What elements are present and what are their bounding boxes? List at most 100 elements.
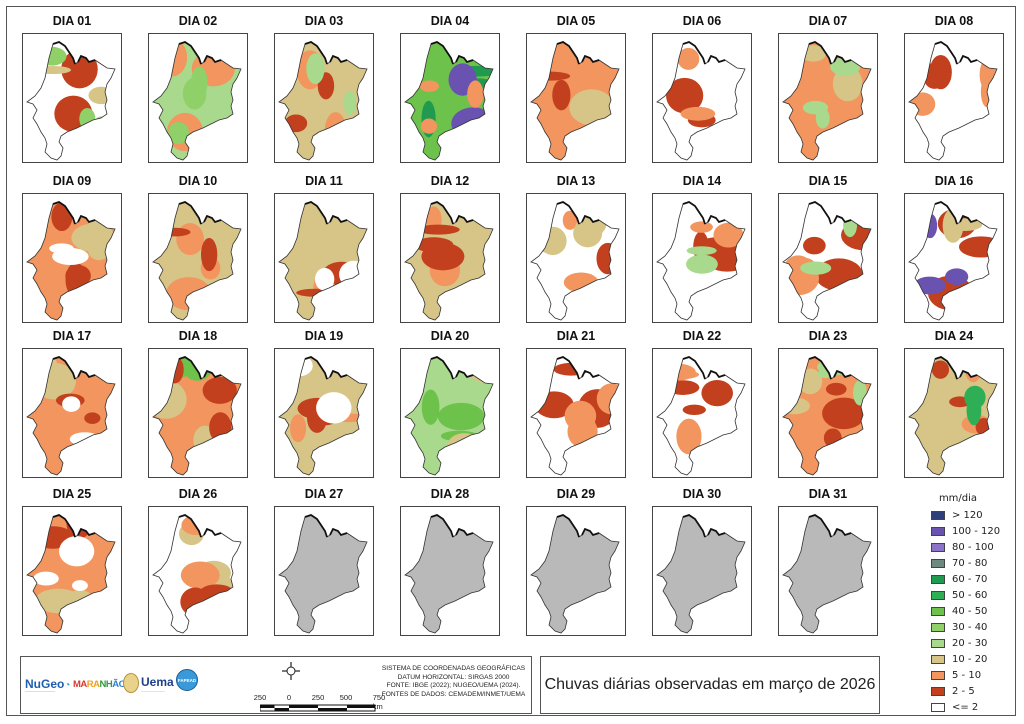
rain-zone bbox=[966, 395, 982, 426]
rain-zone bbox=[405, 42, 493, 160]
scale-bar bbox=[260, 704, 376, 712]
rain-zone bbox=[416, 224, 460, 235]
coastline bbox=[52, 41, 96, 65]
panel-title: DIA 16 bbox=[934, 174, 974, 188]
rain-zone bbox=[27, 515, 115, 633]
state-map bbox=[404, 201, 494, 321]
legend-swatch bbox=[931, 686, 945, 696]
legend-swatch bbox=[931, 526, 945, 536]
legend-label: 30 - 40 bbox=[952, 621, 988, 633]
coastline bbox=[178, 201, 222, 225]
rain-zone bbox=[290, 414, 307, 443]
rain-zone bbox=[159, 227, 191, 237]
panel-title: DIA 08 bbox=[934, 14, 974, 28]
rain-zone bbox=[843, 213, 858, 238]
scale-label: 250 bbox=[311, 693, 325, 702]
legend-item: > 120 bbox=[915, 507, 1015, 523]
state-area bbox=[782, 514, 872, 634]
legend-item: 40 - 50 bbox=[915, 603, 1015, 619]
rain-zone bbox=[314, 267, 335, 291]
legend-swatch bbox=[931, 542, 945, 552]
rain-zone bbox=[923, 213, 938, 239]
map-frame bbox=[904, 33, 1004, 163]
map-frame bbox=[652, 193, 752, 323]
rain-zone bbox=[815, 108, 830, 129]
panel-title: DIA 30 bbox=[682, 487, 722, 501]
coastline bbox=[556, 41, 600, 65]
state-map bbox=[278, 514, 368, 634]
coastline bbox=[682, 201, 726, 225]
rain-zone bbox=[803, 236, 826, 255]
rain-zone bbox=[690, 221, 713, 233]
rain-zone bbox=[316, 392, 352, 424]
rain-zone bbox=[451, 107, 493, 140]
coastline bbox=[808, 41, 852, 65]
rain-zone bbox=[35, 65, 72, 75]
legend-swatch bbox=[931, 702, 945, 712]
legend-swatch bbox=[931, 590, 945, 600]
legend-label: 10 - 20 bbox=[952, 653, 988, 665]
legend-label: 2 - 5 bbox=[952, 685, 975, 697]
coastline bbox=[682, 41, 726, 65]
coastline bbox=[178, 514, 222, 538]
crs-line: FONTE: IBGE (2022); NUGEO/UEMA (2024). bbox=[386, 682, 521, 690]
rain-zone bbox=[958, 236, 997, 258]
figure-title-box: Chuvas diárias observadas em março de 20… bbox=[540, 656, 880, 714]
legend-label: 50 - 60 bbox=[952, 589, 988, 601]
logos: NuGeo◔ —————————— MARANHÃO Uema ————————… bbox=[21, 657, 198, 715]
rain-zone bbox=[573, 219, 603, 248]
rain-zone bbox=[913, 276, 946, 295]
state-map bbox=[782, 41, 872, 161]
rain-zone bbox=[531, 71, 571, 81]
state-map bbox=[26, 514, 116, 634]
coastline bbox=[304, 41, 348, 65]
logo-brasao bbox=[123, 673, 139, 693]
legend-swatch bbox=[931, 574, 945, 584]
rain-zone bbox=[27, 357, 58, 382]
rain-zone bbox=[569, 89, 614, 126]
rain-zone bbox=[91, 116, 112, 145]
map-frame bbox=[400, 348, 500, 478]
rain-zone bbox=[467, 80, 484, 108]
rain-zone bbox=[306, 53, 325, 85]
coastline bbox=[808, 356, 852, 380]
legend-item: 100 - 120 bbox=[915, 523, 1015, 539]
rain-zone bbox=[817, 358, 853, 376]
state-map bbox=[278, 356, 368, 476]
state-map bbox=[782, 201, 872, 321]
legend-item: <= 2 bbox=[915, 699, 1015, 715]
coastline bbox=[934, 356, 978, 380]
rain-zone bbox=[800, 261, 832, 275]
rain-zone bbox=[931, 360, 950, 379]
state-map bbox=[908, 201, 998, 321]
map-frame bbox=[274, 193, 374, 323]
coastline bbox=[808, 514, 852, 538]
rain-zone bbox=[34, 588, 82, 614]
crs-line: SISTEMA DE COORDENADAS GEOGRÁFICAS bbox=[381, 665, 526, 672]
coastline bbox=[52, 356, 96, 380]
state-map bbox=[656, 514, 746, 634]
logo-fapead: FAPEAD bbox=[176, 669, 198, 691]
map-frame bbox=[904, 193, 1004, 323]
state-map bbox=[530, 41, 620, 161]
map-frame bbox=[274, 506, 374, 636]
scale-and-north: 250 0 250 500 750 km bbox=[246, 661, 385, 713]
legend-label: > 120 bbox=[952, 509, 983, 521]
panel-title: DIA 12 bbox=[430, 174, 470, 188]
rain-zone bbox=[168, 121, 190, 145]
map-frame bbox=[274, 348, 374, 478]
rain-zone bbox=[677, 47, 700, 70]
map-frame bbox=[778, 33, 878, 163]
rain-zone bbox=[945, 268, 969, 286]
coastline bbox=[682, 356, 726, 380]
panel-title: DIA 01 bbox=[52, 14, 92, 28]
rain-zone bbox=[414, 237, 454, 253]
panel-title: DIA 27 bbox=[304, 487, 344, 501]
rain-zone bbox=[65, 262, 87, 298]
legend-swatch bbox=[931, 558, 945, 568]
rain-zone bbox=[334, 287, 367, 298]
legend: mm/dia > 120 100 - 120 80 - 100 70 - 80 60 -… bbox=[915, 493, 1015, 715]
rain-zone bbox=[783, 42, 871, 160]
rain-zone bbox=[830, 57, 861, 76]
rain-zone bbox=[51, 202, 73, 232]
